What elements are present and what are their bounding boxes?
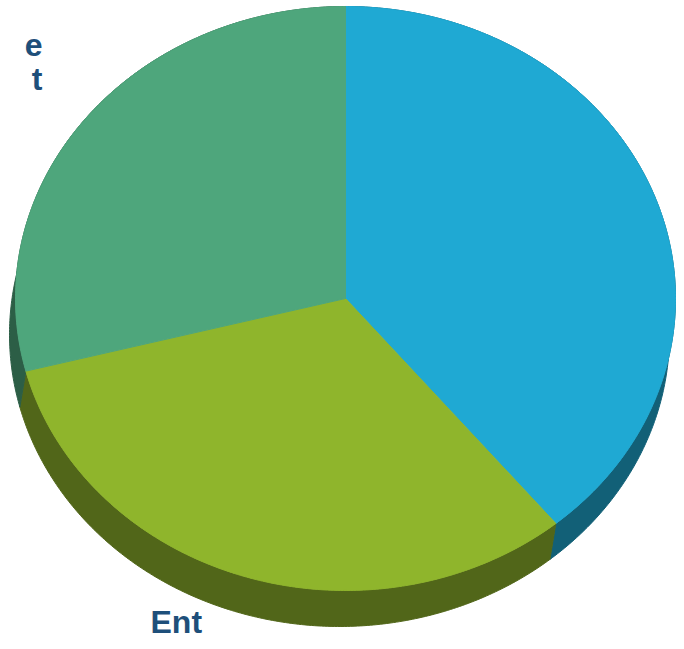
svg-text:Ent: Ent [151, 604, 203, 640]
svg-text:e: e [25, 27, 43, 63]
svg-text:t: t [32, 61, 43, 97]
